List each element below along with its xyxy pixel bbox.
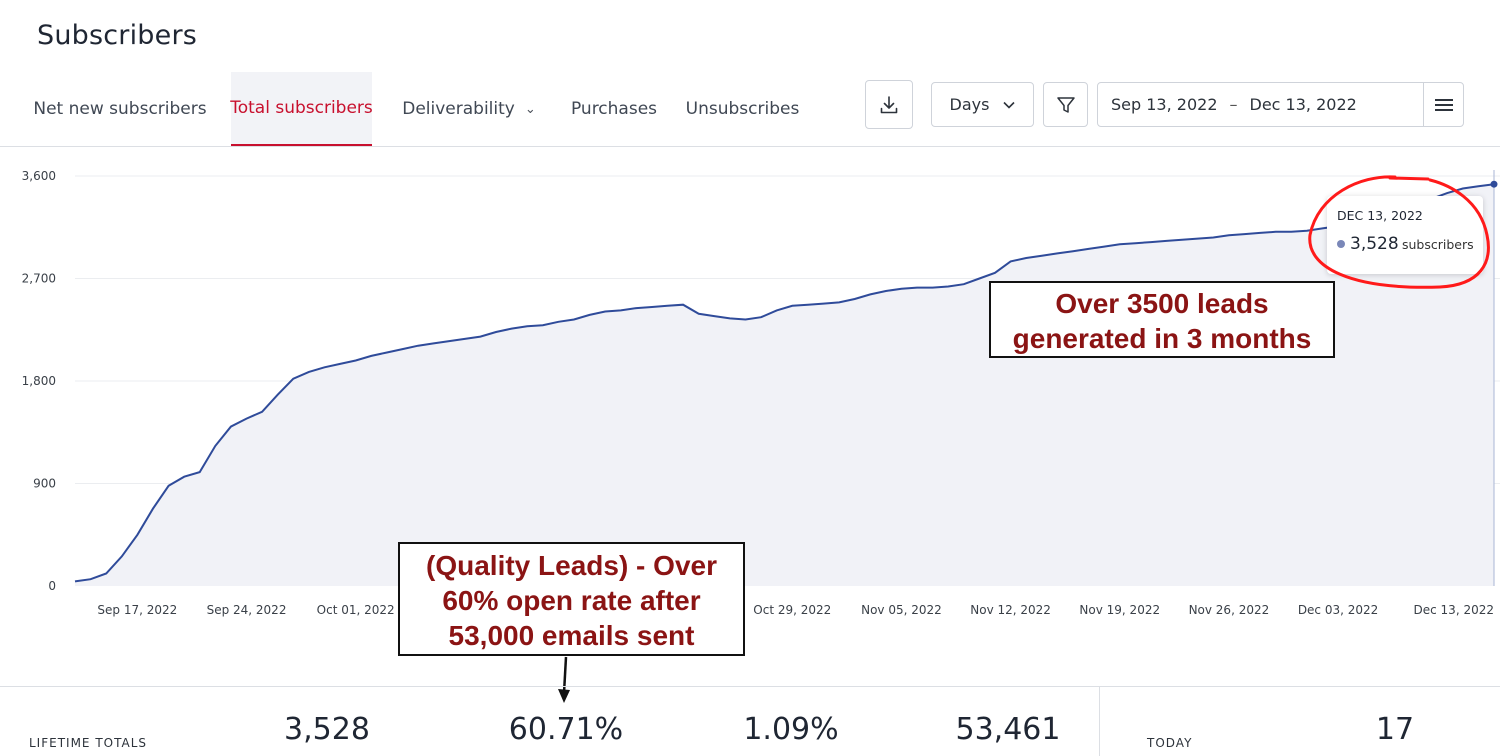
tooltip-value: 3,528 [1350,234,1399,254]
series-dot-icon [1337,240,1345,248]
annotation-line: generated in 3 months [1012,323,1312,354]
open-rate-value: 60.71% [508,712,624,747]
x-tick-label: Nov 19, 2022 [1079,603,1160,617]
today-value: 17 [1375,712,1415,747]
y-tick-label: 900 [33,477,56,491]
chart-tooltip: DEC 13, 2022 3,528 subscribers [1327,196,1483,274]
granularity-select[interactable]: Days [931,82,1034,127]
chevron-down-icon: ⌄ [524,101,536,117]
tooltip-date: DEC 13, 2022 [1337,208,1423,223]
click-rate-value: 1.09% [743,712,839,747]
y-tick-label: 0 [48,579,56,593]
x-tick-label: Nov 12, 2022 [970,603,1051,617]
x-tick-label: Sep 24, 2022 [207,603,287,617]
filter-icon [1056,96,1075,113]
annotation-line: (Quality Leads) - Over [426,550,717,581]
x-tick-label: Nov 05, 2022 [861,603,942,617]
today-label: TODAY [1147,736,1193,750]
hamburger-menu-button[interactable] [1423,83,1463,126]
granularity-value: Days [949,95,990,114]
annotation-quality: (Quality Leads) - Over 60% open rate aft… [398,542,745,656]
divider [0,686,1500,687]
tab-label: Unsubscribes [685,99,800,119]
tab-label: Deliverability [402,99,515,119]
date-separator: – [1229,95,1238,114]
date-end: Dec 13, 2022 [1249,95,1357,114]
filter-button[interactable] [1043,82,1088,127]
y-tick-label: 3,600 [22,169,56,183]
page-title: Subscribers [37,20,198,51]
chevron-down-icon [1003,98,1016,112]
x-tick-label: Sep 17, 2022 [97,603,177,617]
tab-deliverability[interactable]: Deliverability ⌄ [392,72,546,146]
tab-total-subscribers[interactable]: Total subscribers [230,72,373,146]
x-tick-label: Oct 29, 2022 [753,603,831,617]
tab-label: Total subscribers [230,98,373,118]
subscribers-chart: 0 900 1,800 2,700 3,600 Sep 17, 2022 Sep 24, 2… [22,169,1500,617]
tab-unsubscribes[interactable]: Unsubscribes [680,72,805,146]
x-tick-label: Nov 26, 2022 [1189,603,1270,617]
x-tick-label: Dec 13, 2022 [1414,603,1494,617]
tooltip-unit: subscribers [1402,237,1474,252]
download-button[interactable] [865,80,913,129]
tab-label: Net new subscribers [33,99,207,119]
tab-label: Purchases [570,99,658,119]
y-tick-label: 2,700 [22,272,56,286]
x-tick-label: Dec 03, 2022 [1298,603,1378,617]
annotation-arrow [558,656,570,703]
y-tick-label: 1,800 [22,374,56,388]
date-start: Sep 13, 2022 [1111,95,1218,114]
date-range-picker[interactable]: Sep 13, 2022 – Dec 13, 2022 [1097,82,1464,127]
x-tick-label: Oct 01, 2022 [317,603,395,617]
total-subscribers-value: 3,528 [284,712,370,747]
annotation-line: 53,000 emails sent [448,620,695,651]
series-line [74,183,1495,583]
highlight-circle [1308,175,1490,289]
lifetime-totals-label: LIFETIME TOTALS [29,736,148,750]
emails-sent-value: 53,461 [955,712,1061,747]
hamburger-icon [1434,98,1453,111]
divider [1099,686,1100,756]
data-point [1490,180,1498,188]
tab-net-new-subscribers[interactable]: Net new subscribers [24,72,216,146]
annotation-line: Over 3500 leads [1055,288,1269,319]
tab-purchases[interactable]: Purchases [560,72,668,146]
annotation-line: 60% open rate after [442,585,701,616]
annotation-leads: Over 3500 leads generated in 3 months [989,281,1335,358]
download-icon [880,95,898,113]
divider [0,146,1500,147]
